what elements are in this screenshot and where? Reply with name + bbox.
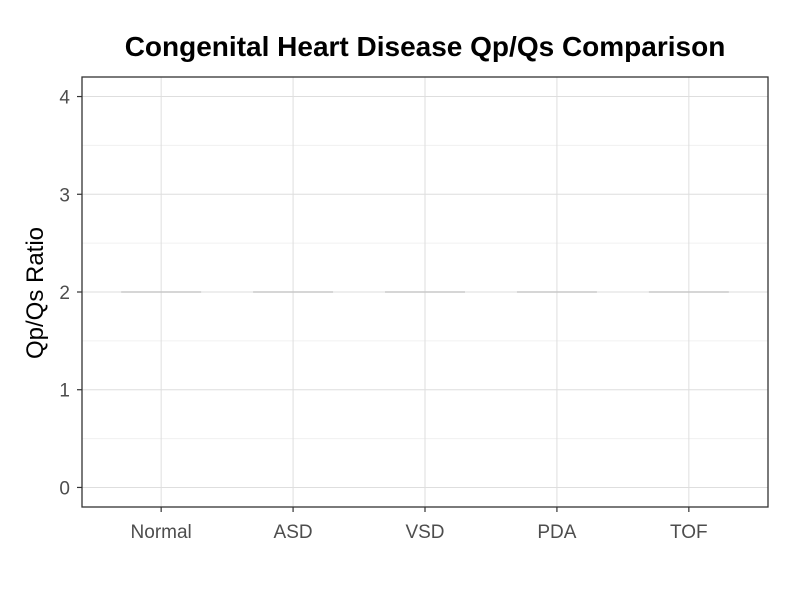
y-tick-label: 0: [59, 478, 70, 499]
axis-layer: 0 1 2 3 4 Normal ASD VSD PDA TOF: [59, 88, 707, 543]
x-tick-label-normal: Normal: [131, 522, 192, 543]
x-tick-label-asd: ASD: [274, 522, 313, 543]
y-tick-label: 1: [59, 381, 70, 402]
y-tick-label: 2: [59, 283, 70, 304]
x-tick-label-pda: PDA: [537, 522, 576, 543]
chart-title: Congenital Heart Disease Qp/Qs Compariso…: [125, 31, 726, 62]
panel-border: [81, 76, 769, 508]
x-tick-label-vsd: VSD: [405, 522, 444, 543]
x-tick-label-tof: TOF: [670, 522, 708, 543]
y-tick-label: 4: [59, 88, 70, 109]
y-axis-label: Qp/Qs Ratio: [22, 227, 49, 359]
y-tick-label: 3: [59, 185, 70, 206]
